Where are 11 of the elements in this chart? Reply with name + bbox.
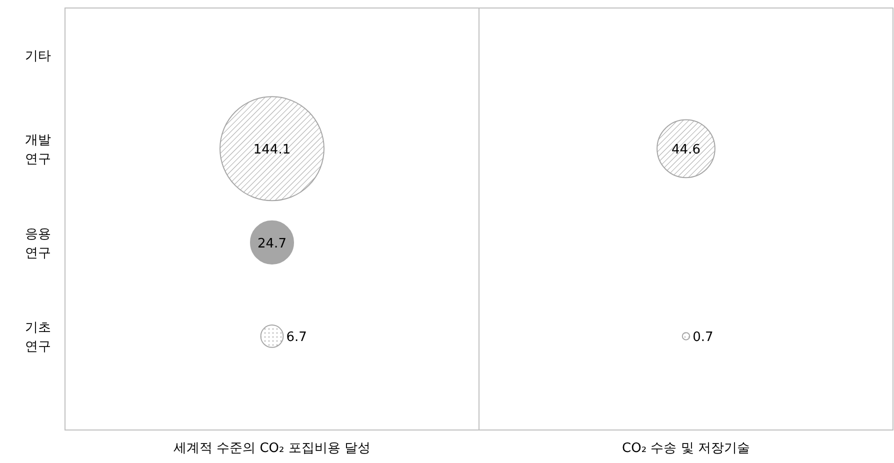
- y-tick-label: 기초 연구: [25, 320, 51, 355]
- x-tick-label: CO₂ 수송 및 저장기술: [622, 441, 750, 456]
- y-tick-label: 기타: [25, 48, 51, 64]
- x-tick-label: 세계적 수준의 CO₂ 포집비용 달성: [173, 441, 371, 456]
- data-label: 144.1: [253, 142, 291, 158]
- data-label: 0.7: [692, 330, 714, 346]
- data-label: 24.7: [258, 236, 286, 252]
- y-tick-label: 개발 연구: [25, 133, 51, 168]
- y-tick-label: 응용 연구: [25, 226, 51, 261]
- data-label: 6.7: [286, 330, 307, 346]
- data-label: 44.6: [672, 142, 700, 158]
